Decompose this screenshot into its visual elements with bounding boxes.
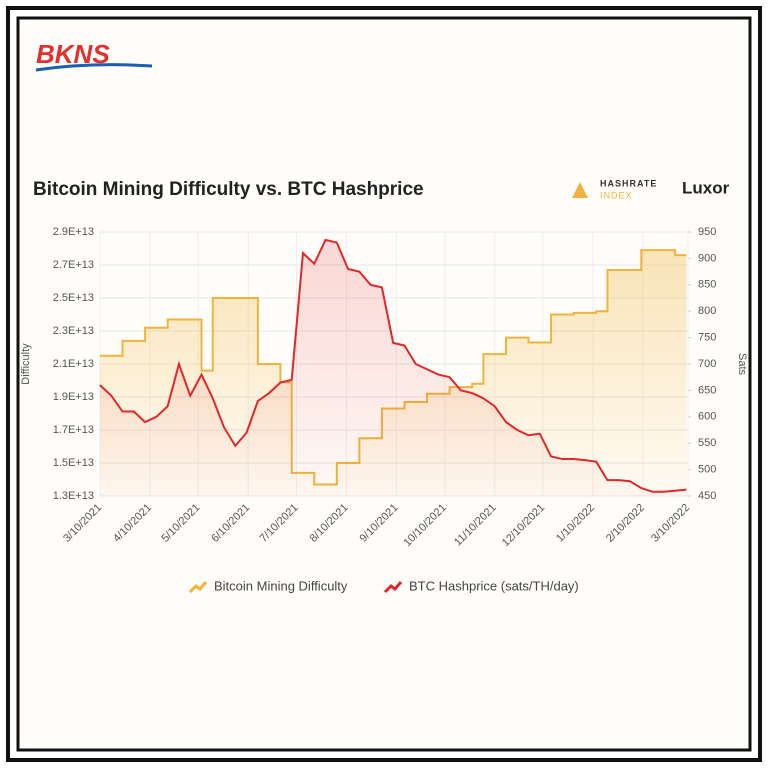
y-tick-label: 2.7E+13 xyxy=(53,259,94,271)
y-tick-label: 1.5E+13 xyxy=(53,457,94,469)
y2-tick-label: 850 xyxy=(698,279,716,291)
y-tick-label: 2.3E+13 xyxy=(53,325,94,337)
legend-label: BTC Hashprice (sats/TH/day) xyxy=(409,578,579,593)
legend-icon xyxy=(383,581,403,594)
y2-tick-label: 450 xyxy=(698,490,716,502)
y-axis-title: Difficulty xyxy=(20,343,32,385)
y-tick-label: 2.5E+13 xyxy=(53,292,94,304)
y-tick-label: 2.1E+13 xyxy=(53,358,94,370)
y2-axis-title: Sats xyxy=(736,353,748,376)
y2-tick-label: 800 xyxy=(698,305,716,317)
logo-swoosh xyxy=(35,63,153,72)
y-tick-label: 1.7E+13 xyxy=(53,424,94,436)
hashrate-icon xyxy=(572,182,588,198)
partner2: Luxor xyxy=(682,178,730,197)
y2-tick-label: 550 xyxy=(698,437,716,449)
y2-tick-label: 950 xyxy=(698,226,716,238)
y2-tick-label: 500 xyxy=(698,464,716,476)
y2-tick-label: 600 xyxy=(698,411,716,423)
legend-icon xyxy=(188,581,208,594)
y-tick-label: 1.9E+13 xyxy=(53,391,94,403)
y2-tick-label: 900 xyxy=(698,252,716,264)
area xyxy=(100,239,687,497)
partner-bottom: INDEX xyxy=(600,190,633,200)
y2-tick-label: 700 xyxy=(698,358,716,370)
partner-top: HASHRATE xyxy=(600,178,657,188)
frame xyxy=(6,6,762,762)
chart-title: Bitcoin Mining Difficulty vs. BTC Hashpr… xyxy=(33,179,424,200)
series-line xyxy=(99,238,687,493)
y-tick-label: 1.3E+13 xyxy=(53,490,94,502)
y2-tick-label: 750 xyxy=(698,332,716,344)
legend-label: Bitcoin Mining Difficulty xyxy=(214,578,348,593)
y2-tick-label: 650 xyxy=(698,384,716,396)
y-tick-label: 2.9E+13 xyxy=(53,226,94,238)
